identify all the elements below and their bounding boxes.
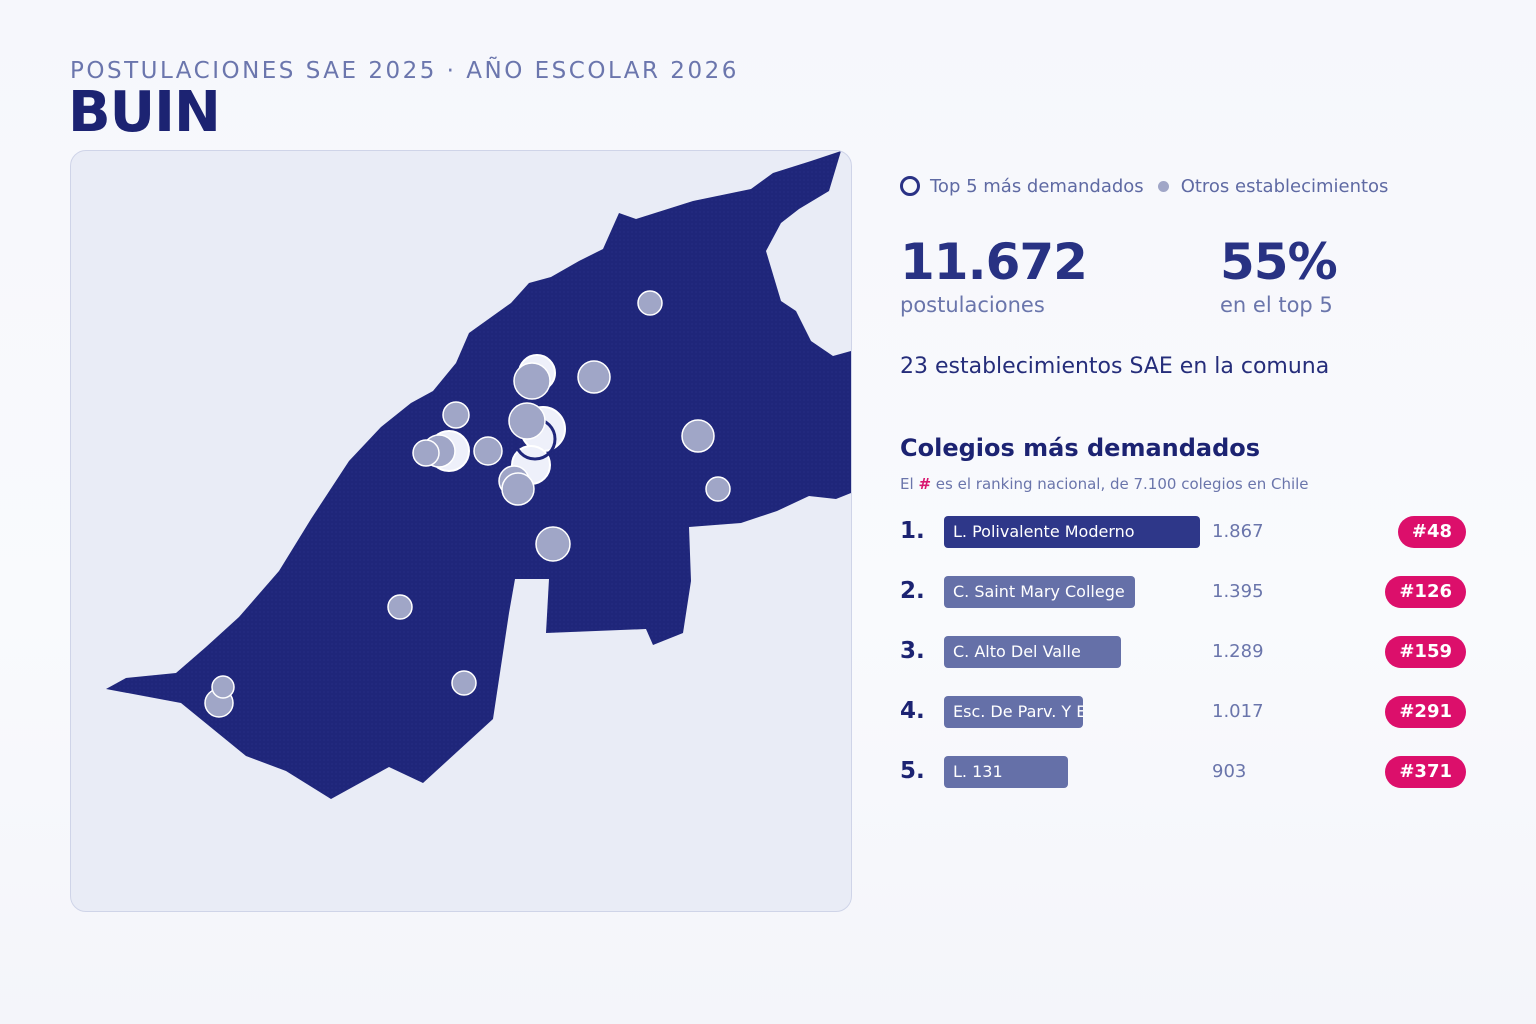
school-name: C. Saint Mary College: [953, 582, 1125, 601]
school-marker[interactable]: [535, 526, 571, 562]
page-title: BUIN: [68, 80, 221, 145]
applications-stat: 11.672 postulaciones: [900, 232, 1088, 318]
commune-map: [70, 150, 852, 912]
map-svg: [106, 151, 851, 799]
school-marker[interactable]: [451, 670, 477, 696]
legend-top5-label: Top 5 más demandados: [930, 175, 1144, 197]
top5-share-value: 55%: [1220, 233, 1338, 291]
school-marker[interactable]: [412, 439, 440, 467]
national-rank-badge: #291: [1385, 696, 1466, 728]
school-marker[interactable]: [501, 472, 535, 506]
school-name: Esc. De Parv. Y Esp. P: [953, 702, 1083, 721]
ranking-position: 2.: [900, 578, 925, 604]
ranking-position: 1.: [900, 518, 925, 544]
school-name: L. Polivalente Moderno: [953, 522, 1135, 541]
applications-bar: C. Alto Del Valle: [944, 636, 1121, 668]
school-name: L. 131: [953, 762, 1003, 781]
applications-value: 11.672: [900, 233, 1088, 291]
ranking-note: El # es el ranking nacional, de 7.100 co…: [900, 475, 1309, 493]
applications-value: 1.289: [1212, 641, 1264, 662]
applications-value: 1.017: [1212, 701, 1264, 722]
school-name: C. Alto Del Valle: [953, 642, 1081, 661]
ranking-row[interactable]: 5. L. 131 903 #371: [900, 756, 1470, 790]
school-marker[interactable]: [637, 290, 663, 316]
ranking-row[interactable]: 2. C. Saint Mary College 1.395 #126: [900, 576, 1470, 610]
school-marker[interactable]: [705, 476, 731, 502]
page-kicker: POSTULACIONES SAE 2025 · AÑO ESCOLAR 202…: [70, 58, 739, 84]
legend-others-label: Otros establecimientos: [1180, 175, 1389, 197]
applications-bar: L. 131: [944, 756, 1068, 788]
applications-label: postulaciones: [900, 293, 1045, 317]
ranking-position: 3.: [900, 638, 925, 664]
school-marker[interactable]: [442, 401, 470, 429]
ranking-position: 4.: [900, 698, 925, 724]
ranking-row[interactable]: 1. L. Polivalente Moderno 1.867 #48: [900, 516, 1470, 550]
note-prefix: El: [900, 475, 914, 493]
school-marker[interactable]: [211, 675, 235, 699]
top5-ring-icon: [900, 176, 920, 196]
schools-count: 23 establecimientos SAE en la comuna: [900, 354, 1330, 379]
school-marker[interactable]: [508, 402, 546, 440]
top5-share-label: en el top 5: [1220, 293, 1333, 317]
applications-value: 903: [1212, 761, 1247, 782]
national-rank-badge: #126: [1385, 576, 1466, 608]
school-marker[interactable]: [681, 419, 715, 453]
national-rank-badge: #159: [1385, 636, 1466, 668]
note-hash: #: [918, 475, 932, 493]
applications-bar: L. Polivalente Moderno: [944, 516, 1200, 548]
other-dot-icon: [1157, 180, 1169, 192]
top5-share-stat: 55% en el top 5: [1220, 232, 1338, 318]
map-legend: Top 5 más demandados Otros establecimien…: [900, 174, 1388, 198]
note-suffix: es el ranking nacional, de 7.100 colegio…: [935, 475, 1309, 493]
ranking-row[interactable]: 4. Esc. De Parv. Y Esp. P 1.017 #291: [900, 696, 1470, 730]
applications-bar: C. Saint Mary College: [944, 576, 1135, 608]
ranking-position: 5.: [900, 758, 925, 784]
applications-bar: Esc. De Parv. Y Esp. P: [944, 696, 1083, 728]
school-marker[interactable]: [387, 594, 413, 620]
school-marker[interactable]: [513, 362, 551, 400]
national-rank-badge: #371: [1385, 756, 1466, 788]
ranking-row[interactable]: 3. C. Alto Del Valle 1.289 #159: [900, 636, 1470, 670]
national-rank-badge: #48: [1397, 516, 1466, 548]
school-marker[interactable]: [577, 360, 611, 394]
school-marker[interactable]: [473, 436, 503, 466]
ranking-title: Colegios más demandados: [900, 434, 1261, 462]
applications-value: 1.395: [1212, 581, 1264, 602]
applications-value: 1.867: [1212, 521, 1264, 542]
